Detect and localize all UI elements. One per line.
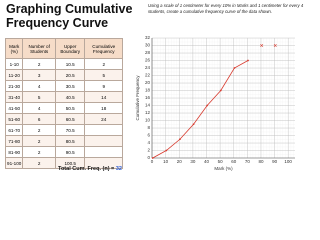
x-tick-label: 10: [163, 159, 169, 164]
table-row: 41-50 4 50.5 18: [4, 102, 123, 114]
y-tick-label: 8: [147, 125, 150, 130]
x-tick-label: 40: [204, 159, 210, 164]
table-cell: 41-50: [4, 102, 24, 114]
x-tick-label: 0: [151, 159, 154, 164]
point: [179, 138, 181, 141]
total: Total Cum. Freq. (n) = 32: [58, 166, 122, 172]
point: [219, 89, 222, 92]
point: [192, 123, 195, 126]
x-tick-label: 60: [231, 159, 237, 164]
x-tick-label: 80: [258, 159, 264, 164]
point: [151, 157, 154, 159]
x-tick-label: 100: [284, 159, 292, 164]
x-tick-label: 30: [190, 159, 196, 164]
y-tick-label: 16: [145, 95, 151, 100]
table-row: 91-100 2 100.5: [4, 157, 123, 169]
curve: [152, 60, 249, 159]
y-tick-label: 32: [145, 35, 151, 40]
table-cell: 100.5: [54, 157, 86, 169]
table-row: 51-60 6 60.5 24: [4, 113, 123, 125]
x-tick-label: 70: [245, 159, 251, 164]
data-table: Mark (%) Number of Students Upper Boundary…: [4, 38, 123, 169]
y-tick-label: 4: [147, 140, 150, 145]
point-cross: [260, 43, 264, 48]
point: [206, 104, 209, 107]
total-label: Total Cum. Freq. (n) =: [58, 166, 115, 172]
table-row: 11-20 3 20.5 5: [4, 69, 123, 81]
y-tick-label: 14: [145, 103, 151, 108]
column-header: Mark (%): [4, 38, 24, 59]
y-tick-label: 12: [145, 110, 151, 115]
y-tick-label: 28: [145, 50, 151, 55]
y-tick-label: 30: [145, 43, 151, 48]
table-cell: 91-100: [4, 157, 24, 169]
x-tick-label: 90: [272, 159, 278, 164]
y-tick-label: 24: [145, 65, 151, 70]
table-cell: 71-80: [4, 135, 24, 147]
y-tick-label: 18: [145, 88, 151, 93]
title: Graphing Cumulative Frequency Curve: [6, 2, 133, 30]
y-tick-label: 0: [147, 155, 150, 160]
page: {"header": {"title": "Graphing Cumulativ…: [4, 2, 304, 172]
x-tick-label: 50: [218, 159, 224, 164]
y-tick-label: 26: [145, 58, 151, 63]
point: [247, 59, 249, 62]
point: [165, 149, 168, 152]
y-tick-label: 22: [145, 73, 151, 78]
table-cell: 51-60: [4, 113, 24, 125]
x-tick-label: 20: [177, 159, 183, 164]
point: [233, 67, 236, 69]
y-tick-label: 20: [145, 80, 151, 85]
instructions: Using a scale of 1 centimeter for every …: [148, 3, 304, 14]
x-axis-label: Mark (%): [214, 166, 233, 171]
total-value: 32: [115, 166, 122, 172]
y-axis-label: Cumulative Frequency: [135, 75, 140, 121]
table-cell: 5: [22, 91, 56, 103]
table-cell: 31-40: [4, 91, 24, 103]
y-tick-label: 2: [147, 148, 150, 153]
table-cell: [84, 157, 123, 169]
y-tick-label: 10: [145, 118, 151, 123]
y-tick-label: 6: [147, 133, 150, 138]
point-cross: [273, 43, 277, 48]
